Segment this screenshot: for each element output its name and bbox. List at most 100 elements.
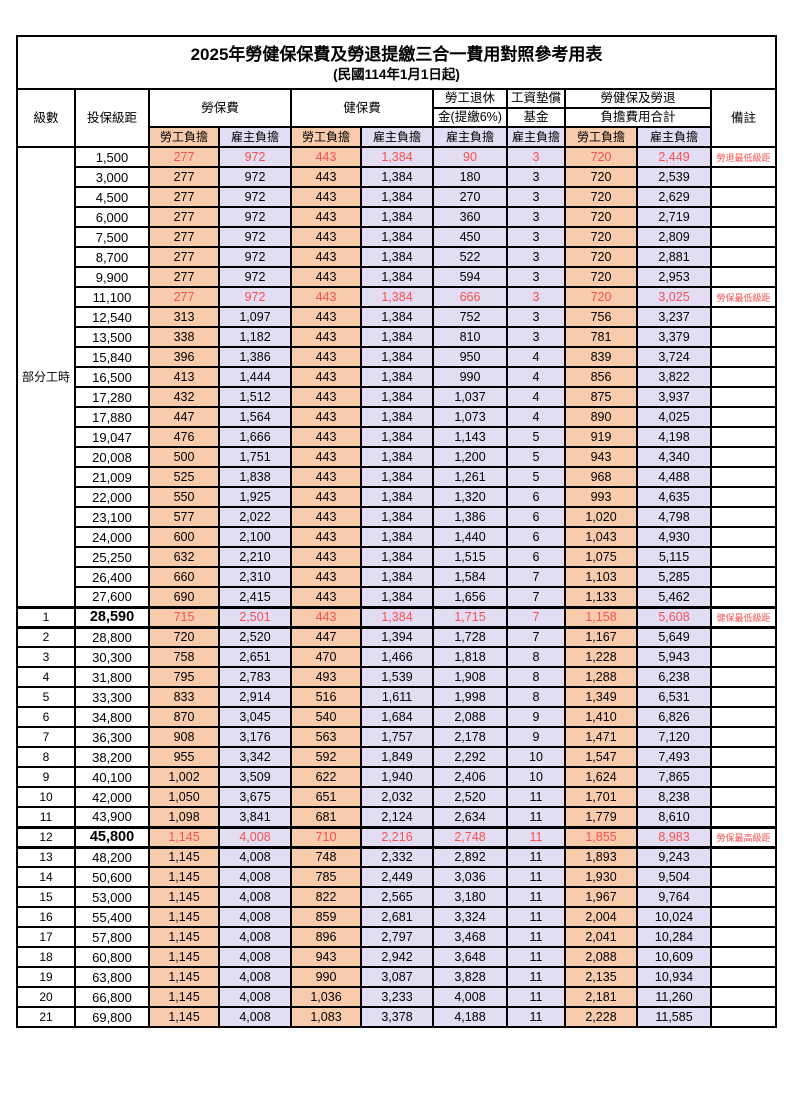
bracket-cell: 17,280 [74,386,150,408]
value-cell: 908 [148,726,220,748]
value-cell: 622 [290,766,362,788]
table-row: 21 69,800 1,145 4,008 1,083 3,378 4,188 11 2,228… [16,1006,777,1028]
value-cell: 443 [290,386,362,408]
value-cell: 1,751 [218,446,292,468]
value-cell: 1,584 [432,566,508,588]
value-cell: 2,539 [636,166,712,188]
value-cell: 443 [290,246,362,268]
remark-cell [710,926,777,948]
value-cell: 3,675 [218,786,292,808]
value-cell: 11 [506,866,566,888]
value-cell: 4,008 [218,946,292,968]
value-cell: 1,097 [218,306,292,328]
table-row: 21,009 525 1,838 443 1,384 1,261 5 968 4,488 [17,466,777,488]
level-cell: 18 [16,946,76,968]
value-cell: 6 [506,486,566,508]
value-cell: 9 [506,706,566,728]
value-cell: 10,609 [636,946,712,968]
value-cell: 950 [432,346,508,368]
value-cell: 2,942 [360,946,434,968]
level-cell: 3 [16,646,76,668]
remark-cell [710,506,777,528]
value-cell: 5,943 [636,646,712,668]
value-cell: 1,384 [360,486,434,508]
value-cell: 3,379 [636,326,712,348]
remark-cell [710,346,777,368]
value-cell: 1,410 [564,706,638,728]
value-cell: 3,025 [636,286,712,308]
bracket-cell: 53,000 [74,886,150,908]
level-cell: 17 [16,926,76,948]
header-row-3: 勞工負擔 雇主負擔 勞工負擔 雇主負擔 雇主負擔 雇主負擔 勞工負擔 雇主負擔 [17,126,776,148]
value-cell: 360 [432,206,508,228]
remark-cell [710,226,777,248]
value-cell: 4 [506,406,566,428]
value-cell: 1,384 [360,146,434,168]
value-cell: 1,145 [148,866,220,888]
value-cell: 2,135 [564,966,638,988]
value-cell: 2,406 [432,766,508,788]
value-cell: 896 [290,926,362,948]
remark-cell [710,646,777,668]
value-cell: 1,384 [360,446,434,468]
col-header-health-insurance: 健保費 [290,88,434,128]
value-cell: 1,145 [148,946,220,968]
value-cell: 1,145 [148,846,220,868]
level-group-part-time: 部分工時 [16,146,76,608]
value-cell: 4,008 [218,846,292,868]
value-cell: 476 [148,426,220,448]
remark-cell [710,446,777,468]
value-cell: 443 [290,346,362,368]
value-cell: 3 [506,206,566,228]
value-cell: 6,531 [636,686,712,708]
bracket-cell: 12,540 [74,306,150,328]
value-cell: 3,180 [432,886,508,908]
value-cell: 1,539 [360,666,434,688]
subheader-labor-employee: 勞工負擔 [148,126,220,148]
remark-cell [710,946,777,968]
col-header-total-line2: 負擔費用合計 [564,107,712,128]
subheader-wage-fund-employer: 雇主負擔 [506,126,566,148]
table-row: 9,900 277 972 443 1,384 594 3 720 2,953 [17,266,777,288]
bracket-cell: 25,250 [74,546,150,568]
value-cell: 2,124 [360,806,434,828]
value-cell: 2,634 [432,806,508,828]
value-cell: 443 [290,206,362,228]
value-cell: 3,045 [218,706,292,728]
bracket-cell: 17,880 [74,406,150,428]
value-cell: 7 [506,566,566,588]
value-cell: 7 [506,626,566,648]
value-cell: 4,008 [218,825,292,849]
value-cell: 1,075 [564,546,638,568]
subheader-total-employee: 勞工負擔 [564,126,638,148]
value-cell: 1,158 [564,605,638,629]
value-cell: 1,384 [360,166,434,188]
value-cell: 1,133 [564,586,638,608]
value-cell: 890 [564,406,638,428]
subheader-health-employee: 勞工負擔 [290,126,362,148]
table-row: 10 42,000 1,050 3,675 651 2,032 2,520 11 1,701 8,… [16,786,777,808]
value-cell: 1,384 [360,266,434,288]
remark-cell [710,986,777,1008]
level-cell: 11 [16,806,76,828]
bracket-cell: 20,008 [74,446,150,468]
bracket-cell: 9,900 [74,266,150,288]
table-row: 17,280 432 1,512 443 1,384 1,037 4 875 3,937 [17,386,777,408]
remark-cell [710,906,777,928]
value-cell: 943 [564,446,638,468]
value-cell: 5,285 [636,566,712,588]
bracket-cell: 15,840 [74,346,150,368]
remark-cell [710,186,777,208]
value-cell: 1,384 [360,586,434,608]
level-cell: 10 [16,786,76,808]
value-cell: 1,386 [432,506,508,528]
remark-cell [710,386,777,408]
value-cell: 525 [148,466,220,488]
value-cell: 443 [290,506,362,528]
value-cell: 651 [290,786,362,808]
value-cell: 720 [564,226,638,248]
value-cell: 3 [506,326,566,348]
value-cell: 5 [506,446,566,468]
remark-cell [710,846,777,868]
value-cell: 443 [290,486,362,508]
